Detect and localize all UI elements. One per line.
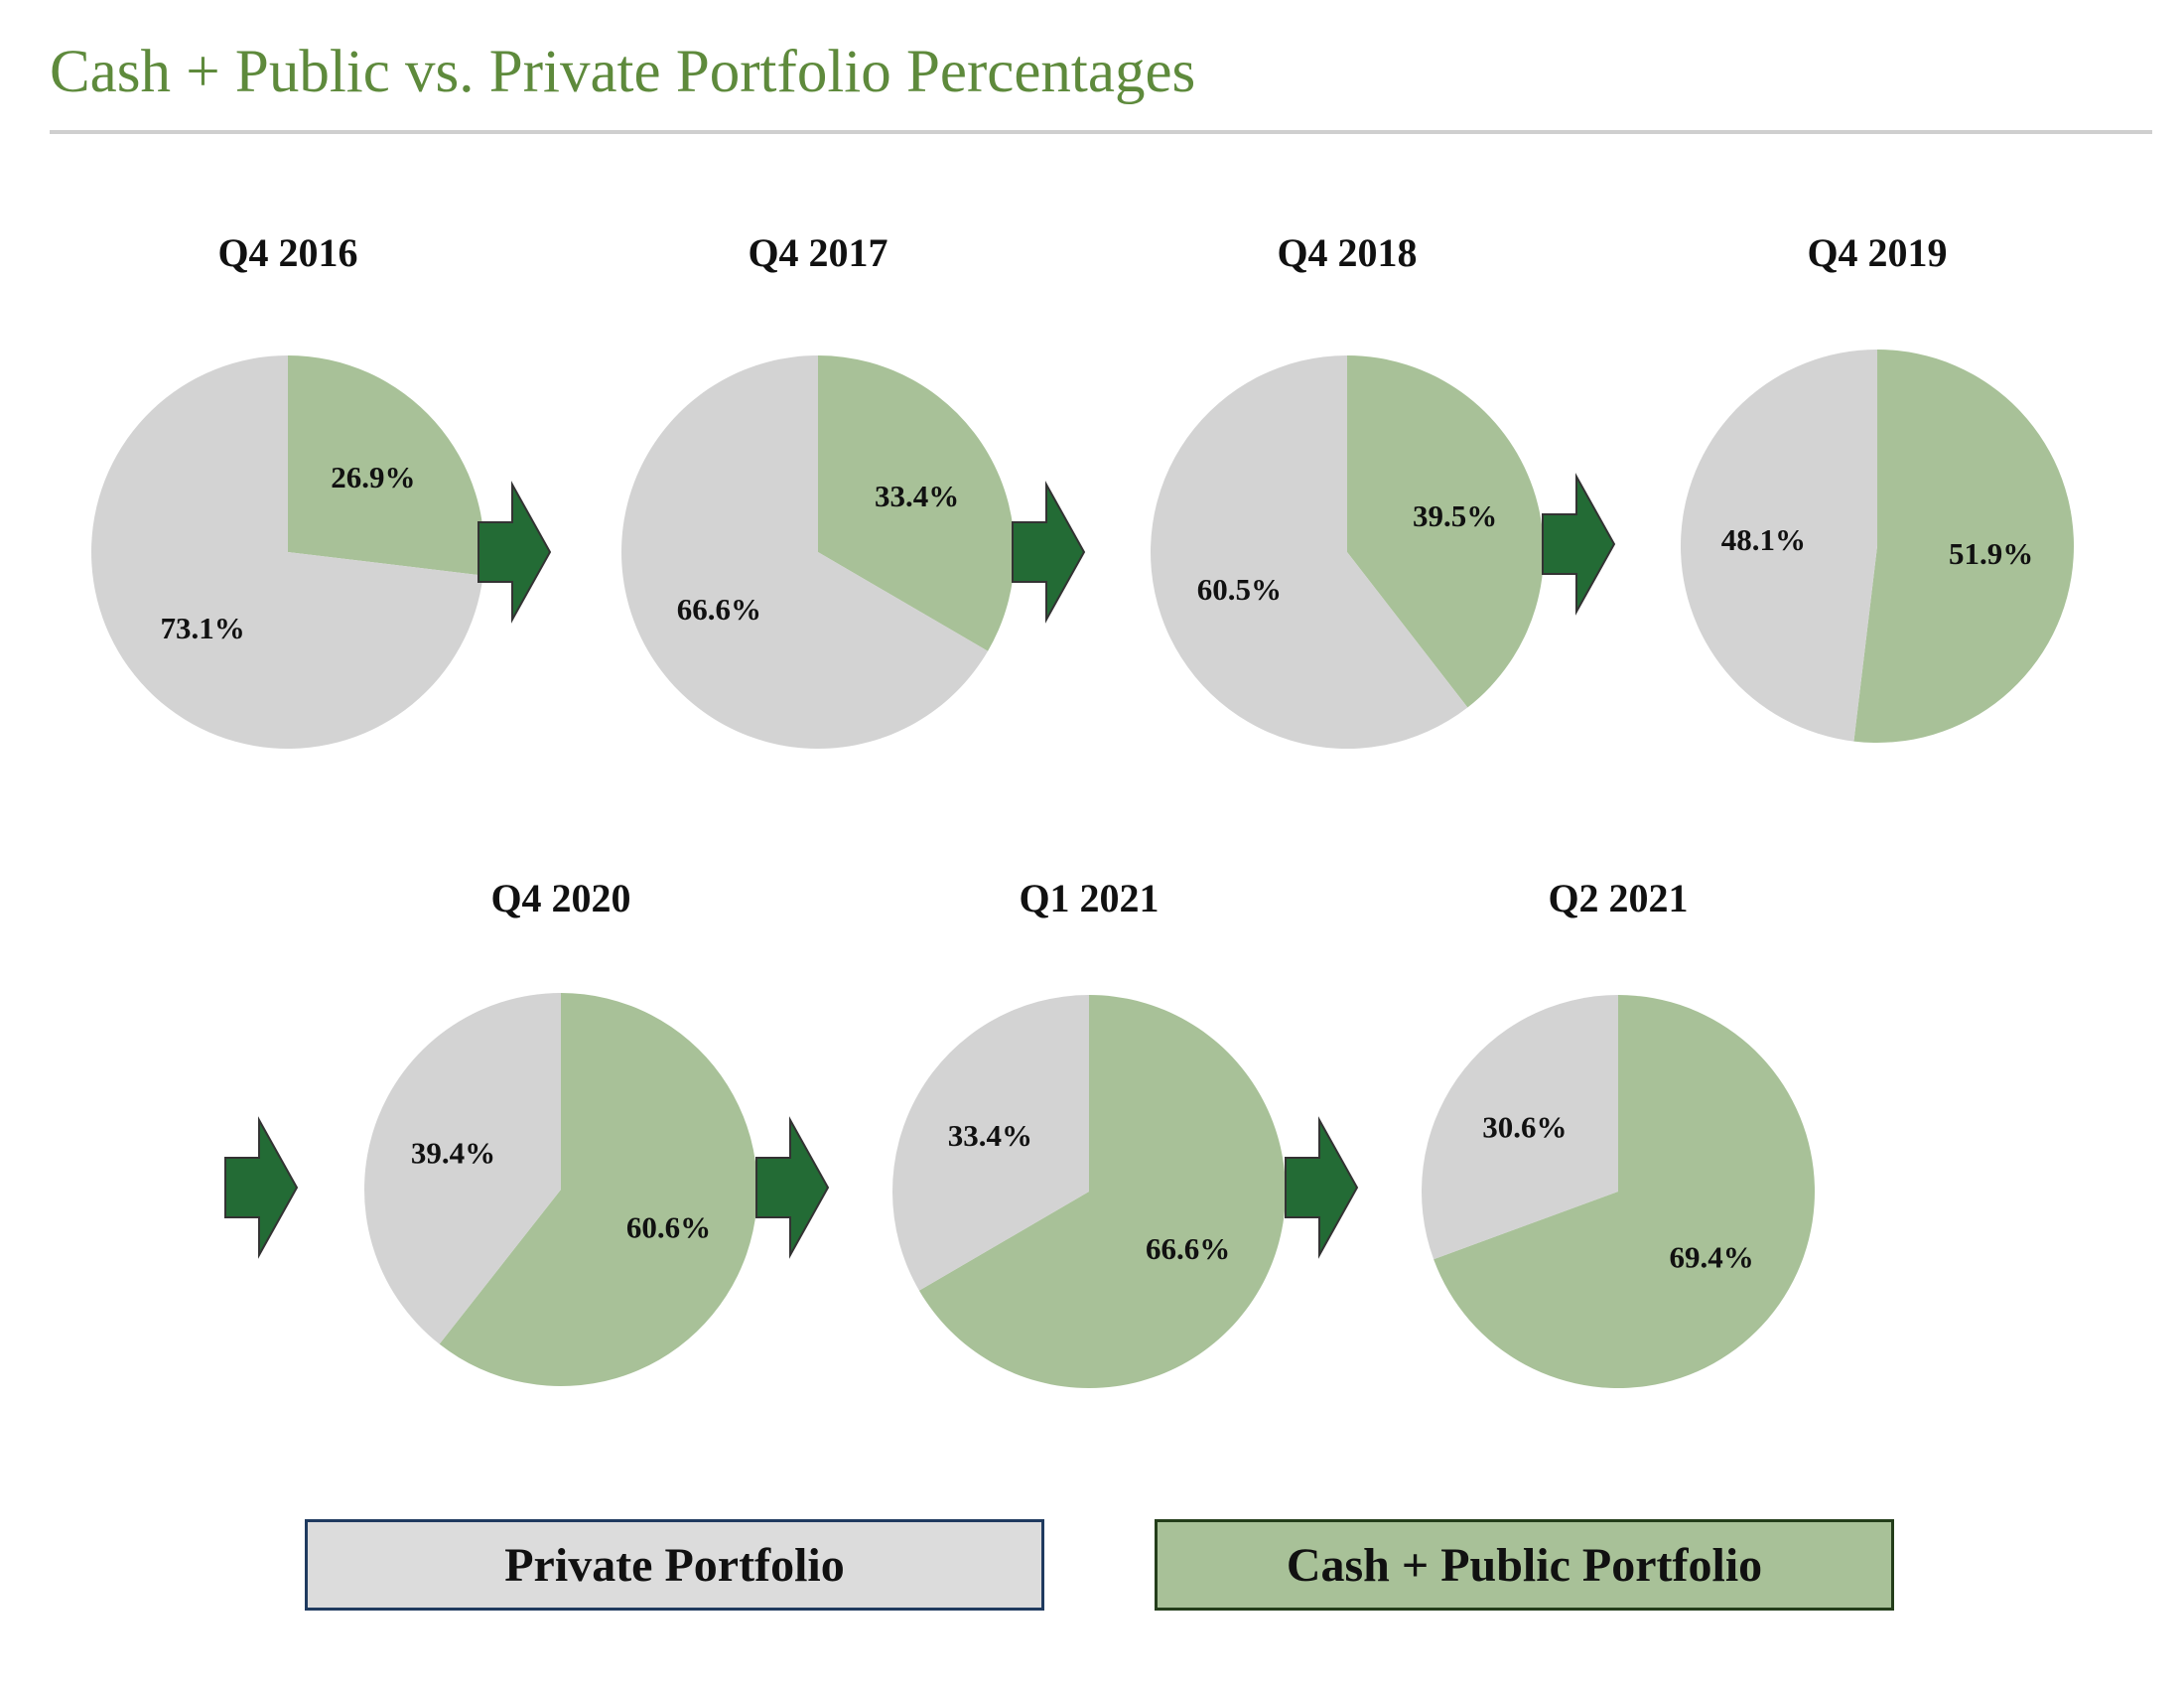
pie-chart-4: Q4 2019 51.9% 48.1%	[1681, 230, 2075, 743]
pie-title: Q4 2017	[748, 230, 887, 275]
slice-cash-public	[1433, 995, 1815, 1388]
slice-cash-public	[439, 993, 758, 1386]
data-label: 39.5%	[1413, 498, 1497, 533]
data-label: 48.1%	[1721, 522, 1806, 557]
pie-chart-3: Q4 2018 39.5% 60.5%	[1151, 230, 1545, 749]
arrow-icon	[1542, 473, 1616, 616]
data-label: 73.1%	[160, 611, 244, 645]
data-label: 33.4%	[875, 479, 959, 513]
pie-title: Q4 2019	[1807, 230, 1947, 275]
data-label: 69.4%	[1670, 1240, 1754, 1275]
data-label: 60.6%	[626, 1210, 711, 1245]
arrow-icon	[1012, 481, 1086, 624]
data-label: 26.9%	[331, 460, 415, 494]
pie-chart-6: Q1 2021 66.6% 33.4%	[891, 876, 1286, 1388]
data-label: 66.6%	[677, 592, 761, 627]
data-label: 66.6%	[1146, 1231, 1230, 1266]
arrow-icon	[224, 1116, 299, 1259]
arrow-icon	[755, 1116, 830, 1259]
slice-private	[1681, 349, 1877, 742]
pie-title: Q4 2016	[217, 230, 357, 275]
legend-cash-public-portfolio: Cash + Public Portfolio	[1155, 1519, 1894, 1611]
slice-private	[1422, 995, 1618, 1260]
pie-chart-5: Q4 2020 60.6% 39.4%	[364, 876, 758, 1386]
page-title: Cash + Public vs. Private Portfolio Perc…	[50, 39, 1196, 105]
legend-public-label: Cash + Public Portfolio	[1286, 1538, 1763, 1592]
pie-title: Q4 2020	[490, 876, 630, 920]
slice-private	[891, 995, 1089, 1291]
pie-title: Q2 2021	[1548, 876, 1688, 920]
slice-cash-public	[288, 355, 485, 576]
slice-cash-public	[1347, 354, 1545, 708]
pie-chart-7: Q2 2021 69.4% 30.6%	[1422, 876, 1815, 1388]
data-label: 30.6%	[1482, 1109, 1567, 1144]
slice-cash-public	[1853, 350, 2075, 743]
data-label: 51.9%	[1949, 536, 2033, 571]
pie-chart-2: Q4 2017 33.4% 66.6%	[621, 230, 1015, 749]
data-label: 33.4%	[948, 1118, 1032, 1153]
slice-cash-public	[918, 995, 1286, 1388]
pie-chart-1: Q4 2016 26.9% 73.1%	[90, 230, 485, 749]
pie-title: Q4 2018	[1277, 230, 1417, 275]
slice-private	[621, 355, 989, 749]
data-label: 39.4%	[411, 1135, 495, 1170]
slice-cash-public	[818, 355, 1015, 651]
title-divider	[50, 130, 2152, 134]
slice-private	[90, 354, 483, 749]
arrow-icon	[478, 481, 552, 624]
slice-private	[1151, 355, 1468, 749]
legend-private-label: Private Portfolio	[504, 1538, 845, 1592]
legend-private-portfolio: Private Portfolio	[305, 1519, 1044, 1611]
slice-private	[364, 993, 561, 1344]
pie-title: Q1 2021	[1019, 876, 1159, 920]
data-label: 60.5%	[1197, 572, 1282, 607]
arrow-icon	[1285, 1116, 1359, 1259]
